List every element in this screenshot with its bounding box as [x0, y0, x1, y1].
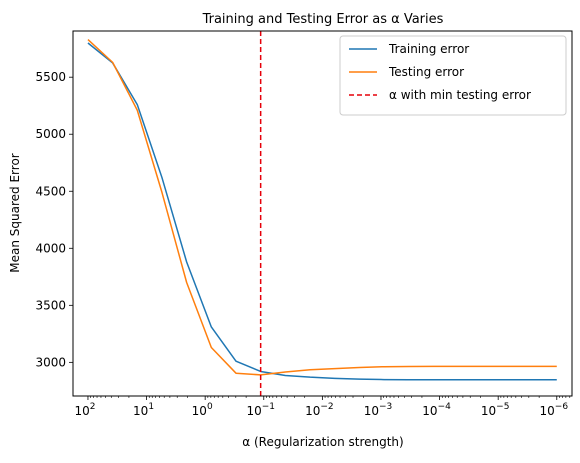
x-tick-label: 10−2: [305, 402, 334, 418]
y-tick-label: 3500: [35, 298, 66, 312]
y-tick-label: 4000: [35, 241, 66, 255]
x-tick-label: 10−4: [422, 402, 451, 418]
series-line-1: [87, 38, 557, 376]
y-axis-ticks: 3000 3500 4000 4500 5000 5500: [35, 70, 73, 369]
y-axis-label: Mean Squared Error: [8, 153, 22, 273]
legend-frame: [339, 35, 567, 116]
legend-label-training: Training error: [388, 42, 469, 56]
y-tick-label: 3000: [35, 355, 66, 369]
series-line-0: [87, 42, 557, 381]
x-axis-ticks: 102 101 100 10−1 10−2 10−3 10−4 10−5 10−6: [74, 396, 571, 418]
x-tick-label: 10−1: [246, 402, 275, 418]
y-tick-label: 5500: [35, 70, 66, 84]
legend-label-alpha-line: α with min testing error: [389, 88, 531, 102]
x-tick-label: 102: [74, 402, 95, 418]
plot-area: [87, 31, 557, 396]
x-tick-label: 101: [133, 402, 154, 418]
x-tick-label: 100: [192, 402, 213, 418]
x-axis-label: α (Regularization strength): [242, 435, 403, 449]
legend: Training error Testing error α with min …: [339, 35, 567, 116]
x-tick-label: 10−3: [364, 402, 393, 418]
y-tick-label: 5000: [35, 127, 66, 141]
chart-title: Training and Testing Error as α Varies: [202, 12, 444, 27]
x-tick-label: 10−6: [540, 402, 569, 418]
x-tick-label: 10−5: [481, 402, 510, 418]
legend-label-testing: Testing error: [388, 65, 464, 79]
y-tick-label: 4500: [35, 184, 66, 198]
